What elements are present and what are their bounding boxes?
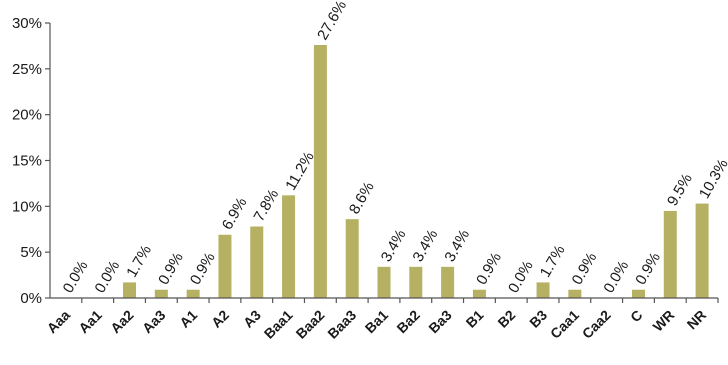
bars [123,45,709,298]
x-tick-label: Caa1 [547,307,582,342]
x-tick-label: Baa1 [261,307,296,342]
bar [663,210,677,298]
data-label: 9.5% [664,171,696,209]
x-tick-label: B1 [463,307,487,331]
data-label: 6.9% [219,195,251,233]
data-label: 1.7% [123,242,155,280]
bar [123,282,137,298]
y-tick-label: 20% [12,107,42,124]
x-tick-label: C [627,307,645,325]
bar [536,282,550,298]
y-tick-label: 5% [20,244,42,261]
x-tick-label: Aa3 [139,307,169,337]
x-tick-label: Caa2 [579,307,614,342]
data-label: 3.4% [410,227,442,265]
data-label: 27.6% [314,0,350,43]
y-tick-label: 15% [12,153,42,170]
data-label: 0.9% [187,250,219,288]
data-labels: 0.0% 0.0% 1.7% 0.9% 0.9%6.9% 7.8%11.2%27.6%8.… [60,0,728,296]
bar [282,195,296,298]
bar [441,266,455,298]
x-tick-label: A3 [240,307,264,331]
x-tick-label: B3 [526,307,550,331]
bar [631,289,645,298]
x-tick-label: Ba1 [362,307,392,337]
bar [154,289,168,298]
x-tick-label: Baa2 [293,307,328,342]
bar [409,266,423,298]
bar [568,289,582,298]
x-tick-label: B2 [494,307,518,331]
x-tick-label: Aaa [44,307,74,337]
data-label: 11.2% [282,149,317,193]
x-tick-label: Aa2 [107,307,137,337]
y-tick-label: 25% [12,61,42,78]
bar [695,203,709,298]
y-tick-label: 0% [20,290,42,307]
x-tick-label: A1 [176,307,200,331]
data-label: 0.9% [155,250,187,288]
bar [345,219,359,298]
bar [377,266,391,298]
data-label: 0.0% [600,258,632,296]
data-label: 0.0% [60,258,92,296]
data-label: 7.8% [251,186,283,224]
data-label: 0.9% [569,250,601,288]
x-tick-label: Ba2 [393,307,423,337]
data-label: 8.6% [346,179,378,217]
data-label: 10.3% [696,156,728,201]
bar [218,234,232,298]
data-label: 0.9% [473,250,505,288]
x-tick-label: A2 [208,307,232,331]
x-tick-label: WR [650,307,678,335]
x-tick-label: Ba3 [425,307,455,337]
x-tick-label: NR [684,307,710,333]
y-tick-label: 30% [12,15,42,32]
bar [186,289,200,298]
data-label: 3.4% [441,227,473,265]
bar [472,289,486,298]
bar [250,226,264,298]
data-label: 0.9% [632,250,664,288]
y-tick-label: 10% [12,198,42,215]
bar [313,45,327,298]
y-axis-ticks: 0% 5% 10% 15% 20% 25% 30% [12,15,50,307]
data-label: 1.7% [537,242,569,280]
x-tick-label: Aa1 [75,307,105,337]
data-label: 3.4% [378,227,410,265]
data-label: 0.0% [505,258,537,296]
x-tick-label: Baa3 [324,307,359,342]
data-label: 0.0% [91,258,123,296]
